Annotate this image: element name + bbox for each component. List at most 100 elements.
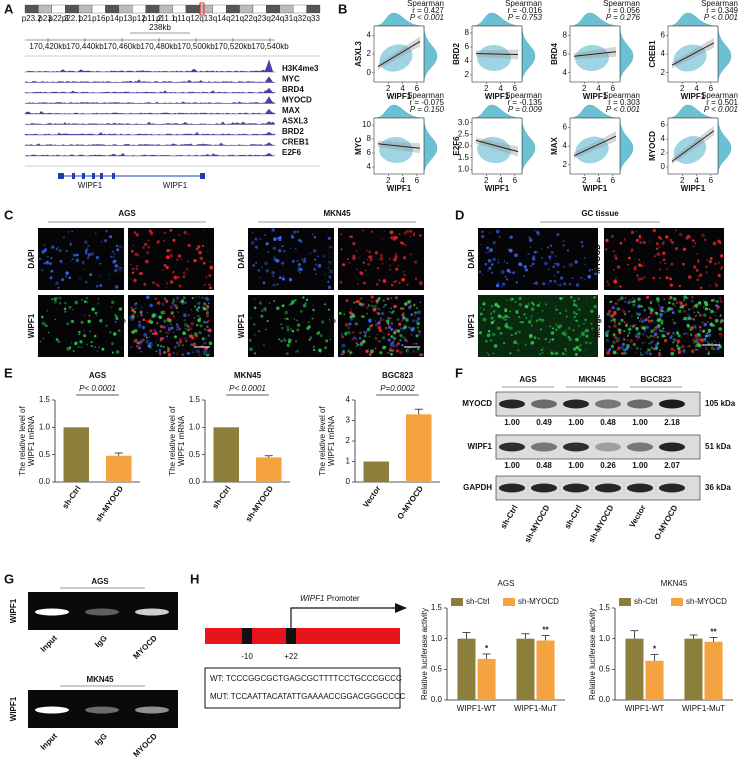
cell-signal xyxy=(572,347,577,351)
y-tick-label: 6 xyxy=(465,42,470,51)
cell-signal xyxy=(614,302,617,305)
lane-label: MYOCD xyxy=(131,633,159,661)
band-label: p22.1 xyxy=(62,14,83,23)
cell-signal xyxy=(367,262,370,266)
cell-signal xyxy=(693,311,696,314)
x-tick-label: 6 xyxy=(415,84,420,93)
y-axis-label: MYC xyxy=(354,137,363,155)
cell-signal xyxy=(564,347,567,351)
micrograph xyxy=(38,295,124,357)
y-tick-label: 2.5 xyxy=(458,129,470,138)
cell-signal xyxy=(169,229,173,232)
cell-signal xyxy=(693,342,695,344)
regression-line xyxy=(671,130,715,162)
cell-signal xyxy=(532,255,536,259)
cell-signal xyxy=(156,301,161,305)
y-axis-label: WIPF1 mRNA xyxy=(177,415,186,466)
cell-signal xyxy=(635,230,638,232)
band-label: q33 xyxy=(307,14,321,23)
cell-signal xyxy=(296,319,298,322)
significance-mark: * xyxy=(653,645,657,654)
cell-signal xyxy=(549,338,552,341)
cell-signal xyxy=(614,257,618,260)
cell-signal xyxy=(402,318,405,321)
cell-signal xyxy=(409,304,412,308)
cell-signal xyxy=(368,255,372,259)
panel-letter: H xyxy=(190,571,199,586)
cell-signal xyxy=(486,333,491,338)
cell-signal xyxy=(672,302,675,306)
cell-signal xyxy=(643,275,646,279)
cell-signal xyxy=(478,331,483,335)
cell-signal xyxy=(185,337,188,340)
cell-signal xyxy=(563,282,567,286)
cell-signal xyxy=(416,350,419,353)
cell-signal xyxy=(691,307,694,310)
channel-label: Merge xyxy=(593,314,602,338)
band-label: p12 xyxy=(132,14,146,23)
cell-signal xyxy=(327,260,332,265)
y-tick-label: 2 xyxy=(661,148,666,157)
cell-signal xyxy=(594,268,596,271)
cell-signal xyxy=(677,351,681,355)
cell-signal xyxy=(293,318,296,320)
marginal-density xyxy=(471,104,523,119)
cell-signal xyxy=(262,281,266,284)
cell-signal xyxy=(166,335,169,338)
cell-signal xyxy=(70,319,75,324)
cell-signal xyxy=(254,306,256,308)
stat-r: r = 0.501 xyxy=(706,98,738,107)
ideogram-band xyxy=(252,4,267,14)
cell-signal xyxy=(192,344,195,347)
cell-signal xyxy=(678,284,681,288)
cell-signal xyxy=(505,322,508,325)
cell-signal xyxy=(511,297,514,301)
cell-signal xyxy=(376,307,380,310)
channel-label: MYOCD xyxy=(117,244,126,274)
cell-signal xyxy=(87,301,89,303)
cell-signal xyxy=(534,281,538,284)
cell-signal xyxy=(80,320,84,324)
cell-signal xyxy=(180,258,183,261)
cell-signal xyxy=(660,237,663,241)
cell-signal xyxy=(670,347,674,351)
cell-signal xyxy=(488,330,491,333)
stat-method: Spearman xyxy=(603,91,640,100)
cell-signal xyxy=(652,348,655,351)
cell-signal xyxy=(559,312,562,315)
cell-signal xyxy=(625,324,628,328)
cell-signal xyxy=(78,331,81,334)
cell-signal xyxy=(623,238,627,241)
cell-signal xyxy=(366,327,371,332)
cell-signal xyxy=(361,339,366,344)
cell-signal xyxy=(111,250,114,253)
cell-signal xyxy=(172,238,176,242)
cell-signal xyxy=(642,317,644,319)
cell-signal xyxy=(635,238,639,242)
group-label: AGS xyxy=(91,577,109,586)
cell-signal xyxy=(718,262,720,264)
cell-signal xyxy=(156,339,158,341)
cell-signal xyxy=(656,252,661,257)
cell-signal xyxy=(99,275,101,278)
cell-signal xyxy=(624,297,627,300)
cell-signal xyxy=(386,319,390,323)
cell-signal xyxy=(350,308,352,311)
cell-signal xyxy=(708,284,711,287)
cell-signal xyxy=(149,320,154,324)
cell-signal xyxy=(291,259,295,263)
cell-signal xyxy=(145,295,150,300)
cell-signal xyxy=(662,240,665,243)
cell-signal xyxy=(662,327,665,330)
cell-signal xyxy=(318,263,322,267)
cell-signal xyxy=(342,263,346,267)
cell-signal xyxy=(63,236,65,239)
cell-signal xyxy=(207,250,209,253)
cell-signal xyxy=(297,266,301,270)
cell-signal xyxy=(589,341,592,345)
x-tick-label: 2 xyxy=(386,84,391,93)
cell-signal xyxy=(516,348,520,352)
cell-signal xyxy=(177,343,181,347)
cell-signal xyxy=(556,283,559,286)
cell-signal xyxy=(673,297,677,301)
